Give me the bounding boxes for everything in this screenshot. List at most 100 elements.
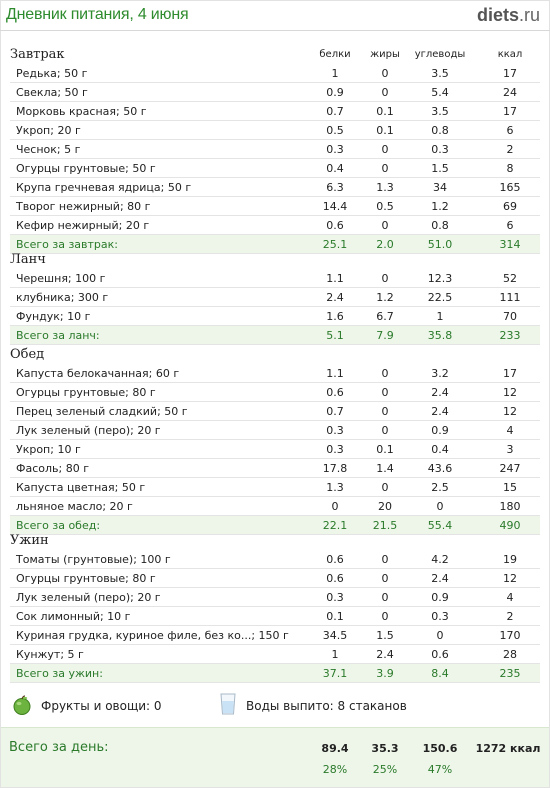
meal-total-label: Всего за завтрак: (16, 238, 119, 251)
meal-total-kcal: 235 (499, 667, 521, 680)
food-rows: Черешня; 100 г 1.1 0 12.3 52 клубника; 300 г 2… (0, 269, 550, 345)
food-carbs: 5.4 (431, 86, 449, 99)
apple-icon (13, 695, 31, 715)
food-kcal: 180 (499, 500, 521, 513)
food-carbs: 3.2 (431, 367, 449, 380)
page-title: Дневник питания, 4 июня (6, 6, 189, 23)
food-protein: 0.9 (326, 86, 344, 99)
meal-total-kcal: 314 (499, 238, 521, 251)
food-fat: 6.7 (376, 310, 394, 323)
meal-supper: Ужин Томаты (грунтовые); 100 г 0.6 0 4.2 19 О… (0, 532, 550, 683)
col-kcal: ккал (497, 49, 523, 60)
food-fat: 1.2 (376, 291, 394, 304)
food-protein: 1.6 (326, 310, 344, 323)
section-head: Завтрак белки жиры углеводы ккал (0, 46, 550, 64)
food-name: Черешня; 100 г (16, 272, 106, 285)
food-carbs: 2.4 (431, 405, 449, 418)
food-carbs: 12.3 (427, 272, 453, 285)
food-name: Капуста цветная; 50 г (16, 481, 146, 494)
food-protein: 0.6 (326, 553, 344, 566)
meal-total-fat: 7.9 (376, 329, 394, 342)
food-rows: Капуста белокачанная; 60 г 1.1 0 3.2 17 Огурц… (0, 364, 550, 535)
meal-total-fat: 2.0 (376, 238, 394, 251)
food-name: Огурцы грунтовые; 80 г (16, 386, 156, 399)
food-protein: 0.3 (326, 424, 344, 437)
food-name: Свекла; 50 г (16, 86, 88, 99)
food-row: Куриная грудка, куриное филе, без ко...;… (10, 626, 540, 645)
food-carbs: 0 (436, 629, 444, 642)
extras-bar: Фрукты и овощи: 0 Воды выпито: 8 стакано… (0, 690, 550, 720)
food-name: Лук зеленый (перо); 20 г (16, 591, 161, 604)
food-kcal: 12 (503, 386, 517, 399)
meal-total-row: Всего за ланч: 5.1 7.9 35.8 233 (10, 326, 540, 345)
food-row: льняное масло; 20 г 0 20 0 180 (10, 497, 540, 516)
food-name: Томаты (грунтовые); 100 г (16, 553, 171, 566)
meal-title: Ужин (10, 533, 49, 548)
meal-total-row: Всего за ужин: 37.1 3.9 8.4 235 (10, 664, 540, 683)
food-name: Фундук; 10 г (16, 310, 91, 323)
water-count: Воды выпито: 8 стаканов (246, 699, 407, 713)
food-carbs: 1.2 (431, 200, 449, 213)
food-protein: 0.5 (326, 124, 344, 137)
food-protein: 0.3 (326, 443, 344, 456)
food-kcal: 4 (506, 591, 514, 604)
food-carbs: 0.8 (431, 219, 449, 232)
food-fat: 0 (381, 367, 389, 380)
food-row: Морковь красная; 50 г 0.7 0.1 3.5 17 (10, 102, 540, 121)
food-carbs: 0.9 (431, 424, 449, 437)
water-glass-icon (220, 693, 236, 715)
food-row: Кефир нежирный; 20 г 0.6 0 0.8 6 (10, 216, 540, 235)
food-carbs: 0.3 (431, 610, 449, 623)
food-rows: Томаты (грунтовые); 100 г 0.6 0 4.2 19 Огурцы… (0, 550, 550, 683)
food-carbs: 3.5 (431, 105, 449, 118)
meal-total-kcal: 233 (499, 329, 521, 342)
food-kcal: 3 (506, 443, 514, 456)
food-fat: 0 (381, 386, 389, 399)
food-carbs: 4.2 (431, 553, 449, 566)
food-row: Свекла; 50 г 0.9 0 5.4 24 (10, 83, 540, 102)
food-fat: 0.1 (376, 105, 394, 118)
food-carbs: 0.6 (431, 648, 449, 661)
meal-title: Ланч (10, 252, 46, 267)
food-kcal: 70 (503, 310, 517, 323)
food-carbs: 2.4 (431, 386, 449, 399)
food-row: клубника; 300 г 2.4 1.2 22.5 111 (10, 288, 540, 307)
meal-total-label: Всего за обед: (16, 519, 101, 532)
food-row: Сок лимонный; 10 г 0.1 0 0.3 2 (10, 607, 540, 626)
food-row: Укроп; 10 г 0.3 0.1 0.4 3 (10, 440, 540, 459)
meal-total-label: Всего за ланч: (16, 329, 100, 342)
meal-total-label: Всего за ужин: (16, 667, 103, 680)
food-kcal: 2 (506, 143, 514, 156)
col-fat: жиры (370, 49, 400, 60)
food-name: клубника; 300 г (16, 291, 109, 304)
food-protein: 1 (331, 648, 339, 661)
food-fat: 0 (381, 143, 389, 156)
food-protein: 0.1 (326, 610, 344, 623)
food-protein: 0.6 (326, 219, 344, 232)
site-logo[interactable]: diets.ru (477, 5, 540, 26)
food-fat: 0.1 (376, 443, 394, 456)
food-fat: 0 (381, 553, 389, 566)
food-name: Огурцы грунтовые; 80 г (16, 572, 156, 585)
meal-total-carbs: 35.8 (427, 329, 453, 342)
food-protein: 0.6 (326, 572, 344, 585)
food-carbs: 1.5 (431, 162, 449, 175)
food-kcal: 69 (503, 200, 517, 213)
food-row: Огурцы грунтовые; 50 г 0.4 0 1.5 8 (10, 159, 540, 178)
food-protein: 0 (331, 500, 339, 513)
food-fat: 1.5 (376, 629, 394, 642)
food-row: Перец зеленый сладкий; 50 г 0.7 0 2.4 12 (10, 402, 540, 421)
food-row: Фасоль; 80 г 17.8 1.4 43.6 247 (10, 459, 540, 478)
food-kcal: 17 (503, 105, 517, 118)
meal-breakfast: Завтрак белки жиры углеводы ккал Редька;… (0, 46, 550, 254)
meal-total-row: Всего за завтрак: 25.1 2.0 51.0 314 (10, 235, 540, 254)
day-total-label: Всего за день: (9, 740, 109, 755)
food-name: Куриная грудка, куриное филе, без ко...;… (16, 629, 289, 642)
food-fat: 0 (381, 424, 389, 437)
meal-total-row: Всего за обед: 22.1 21.5 55.4 490 (10, 516, 540, 535)
food-carbs: 1 (436, 310, 444, 323)
meal-total-protein: 25.1 (322, 238, 348, 251)
food-row: Лук зеленый (перо); 20 г 0.3 0 0.9 4 (10, 588, 540, 607)
food-fat: 1.3 (376, 181, 394, 194)
food-name: Чеснок; 5 г (16, 143, 81, 156)
